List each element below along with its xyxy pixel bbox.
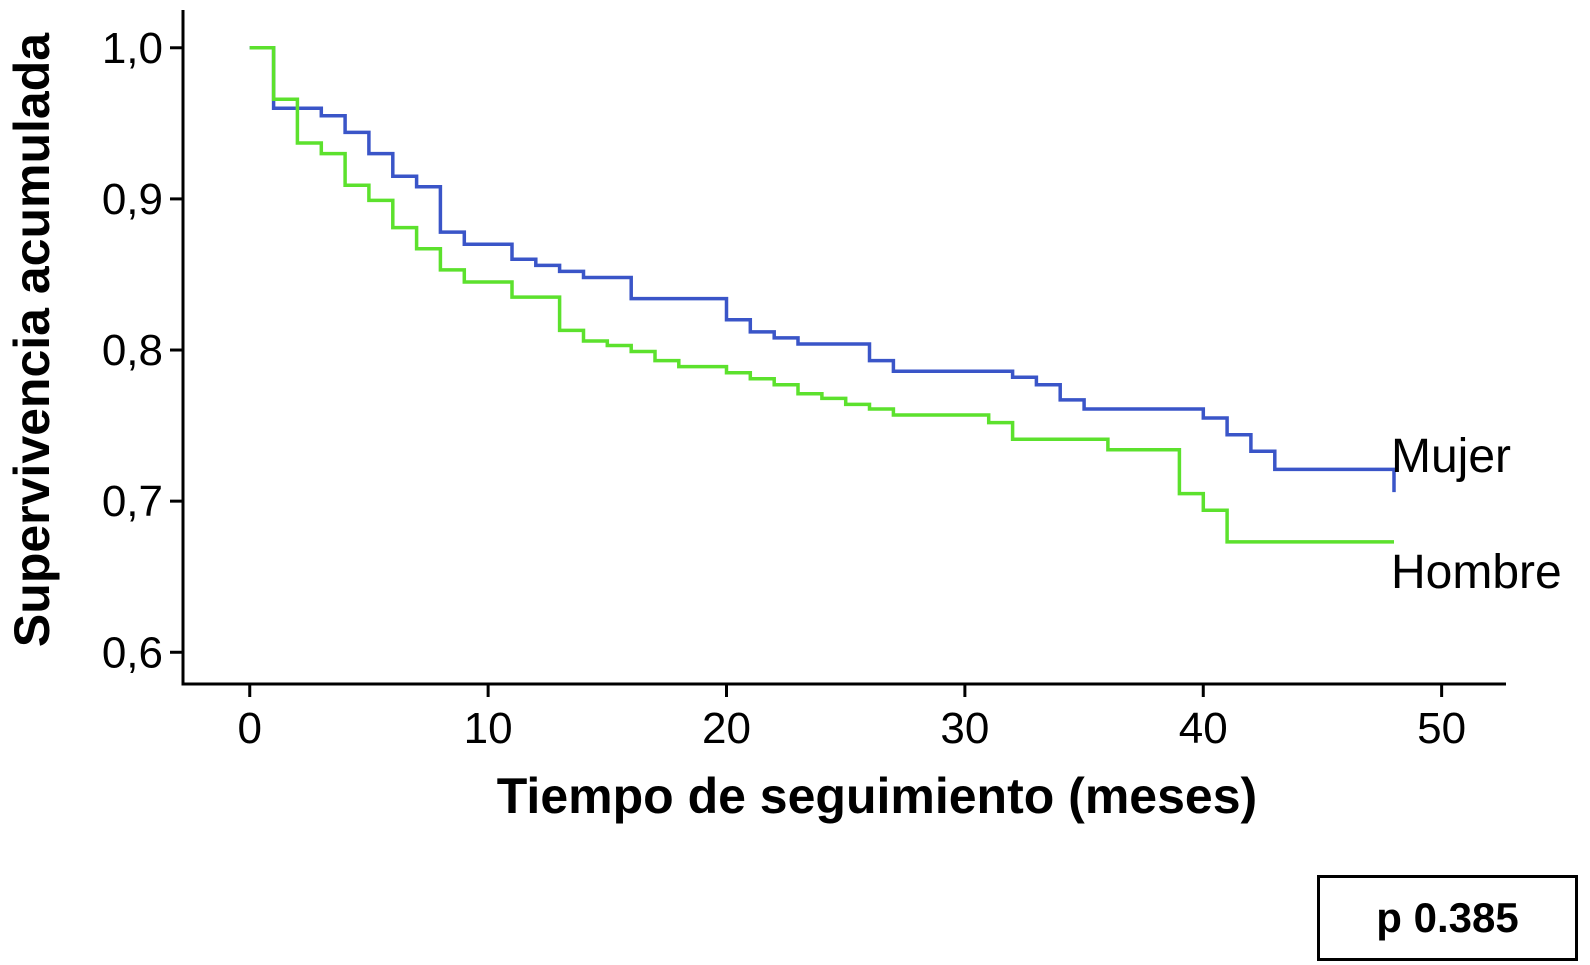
p-value-box: p 0.385 — [1317, 875, 1578, 961]
series-label-mujer: Mujer — [1391, 430, 1511, 483]
series-label-hombre: Hombre — [1391, 546, 1562, 599]
y-tick-label: 1,0 — [102, 24, 163, 73]
x-axis-ticks: 0 10 20 30 40 50 — [238, 684, 1466, 753]
p-value-text: p 0.385 — [1376, 894, 1519, 941]
series-layer — [249, 46, 1396, 544]
series-labels: Mujer Hombre — [1391, 430, 1562, 599]
y-tick-label: 0,6 — [102, 628, 163, 677]
series-hombre-line — [249, 46, 1394, 544]
x-tick-label: 30 — [940, 704, 989, 753]
y-tick-label: 0,9 — [102, 175, 163, 224]
y-tick-label: 0,7 — [102, 477, 163, 526]
x-tick-label: 0 — [238, 704, 262, 753]
x-tick-label: 50 — [1417, 704, 1466, 753]
y-axis-title: Supervivencia acumulada — [4, 32, 60, 647]
axes — [181, 10, 1506, 686]
y-tick-label: 0,8 — [102, 326, 163, 375]
x-tick-label: 10 — [464, 704, 513, 753]
y-axis-ticks: 0,6 0,7 0,8 0,9 1,0 — [102, 24, 183, 677]
x-tick-label: 20 — [702, 704, 751, 753]
x-tick-label: 40 — [1179, 704, 1228, 753]
series-mujer-line — [249, 46, 1396, 493]
x-axis-title: Tiempo de seguimiento (meses) — [497, 768, 1257, 824]
